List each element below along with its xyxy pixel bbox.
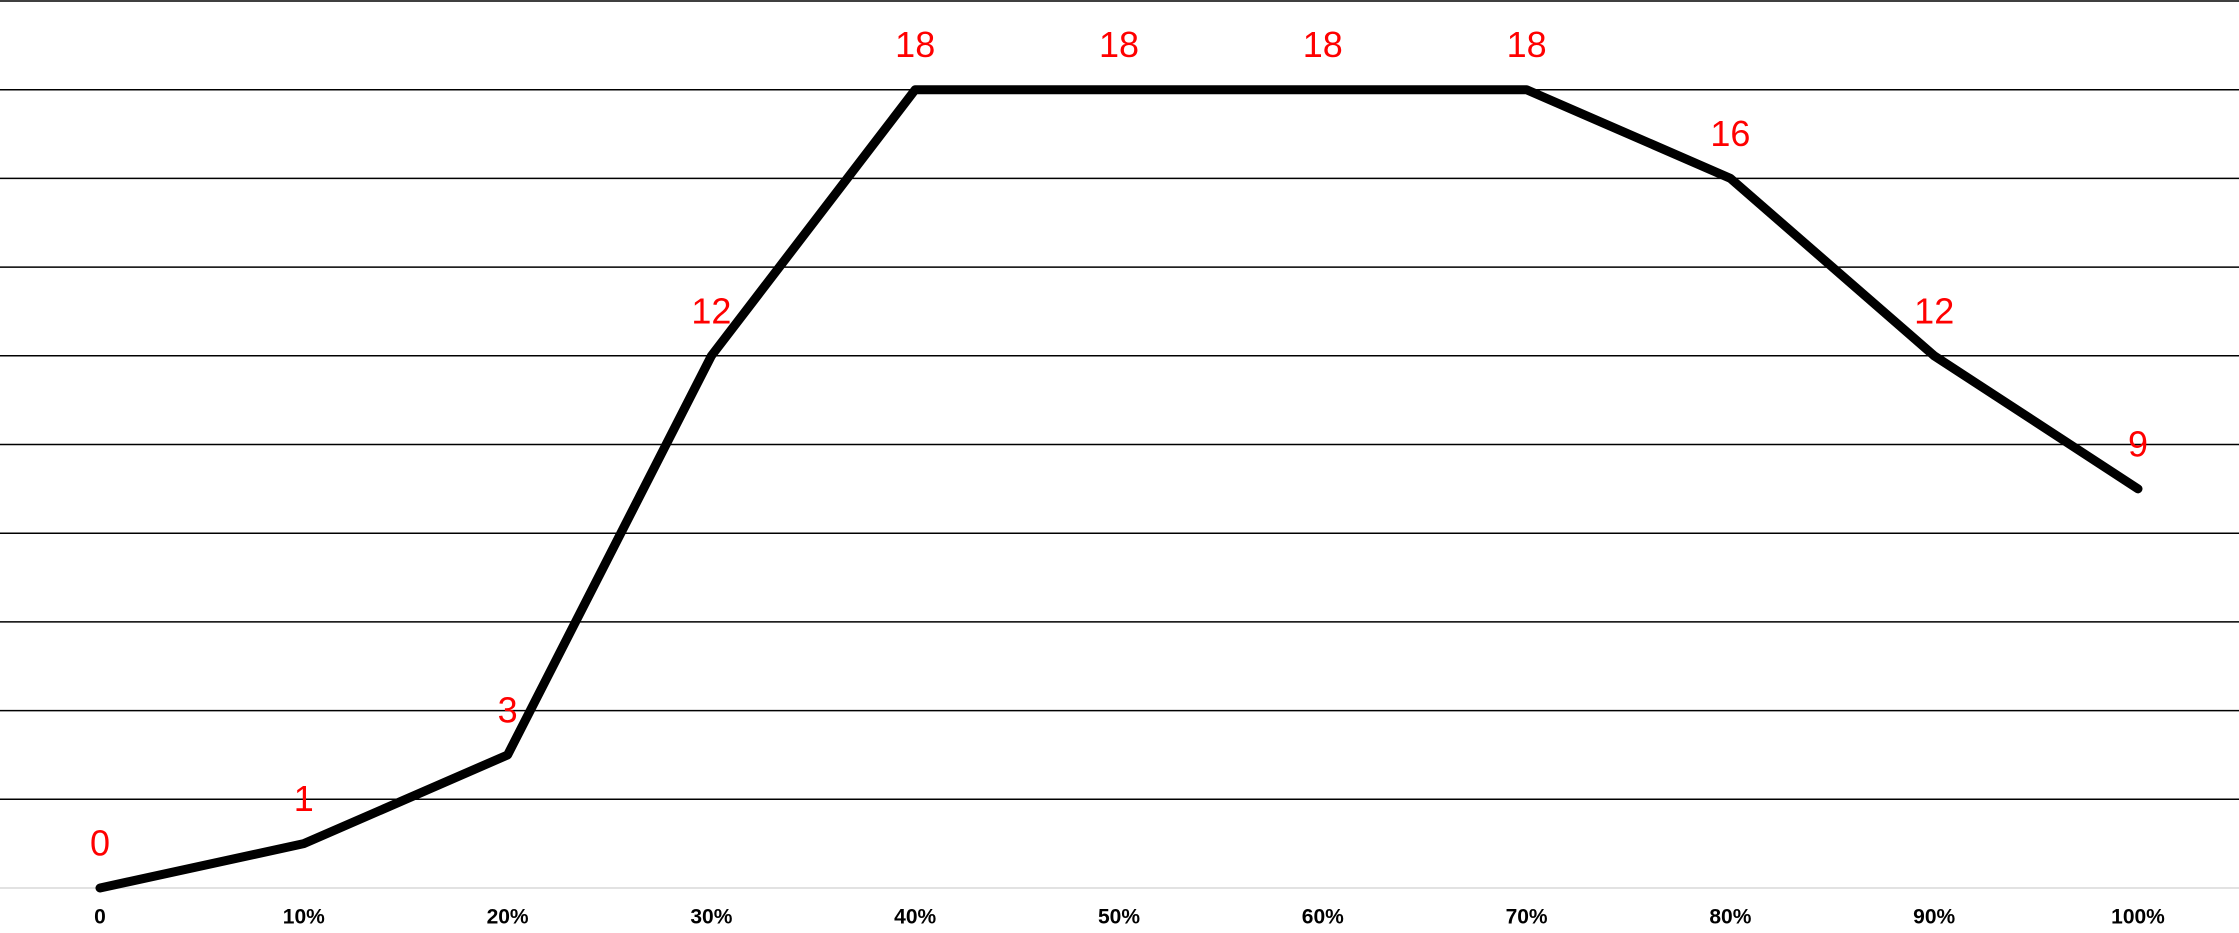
x-tick-label: 20% [487, 906, 529, 929]
x-tick-label: 30% [690, 906, 732, 929]
x-tick-label: 60% [1302, 906, 1344, 929]
x-tick-label: 90% [1913, 906, 1955, 929]
data-label: 12 [691, 290, 731, 331]
data-label: 1 [294, 778, 314, 819]
x-tick-label: 100% [2111, 906, 2165, 929]
data-label: 18 [1303, 24, 1343, 65]
data-label: 0 [90, 823, 110, 864]
x-tick-label: 80% [1709, 906, 1751, 929]
x-tick-label: 50% [1098, 906, 1140, 929]
data-label: 9 [2128, 423, 2148, 464]
x-tick-label: 0 [94, 906, 106, 929]
x-tick-label: 40% [894, 906, 936, 929]
data-label: 16 [1710, 113, 1750, 154]
line [95, 85, 2143, 893]
x-tick-label: 70% [1506, 906, 1548, 929]
data-label: 18 [895, 24, 935, 65]
data-label: 12 [1914, 290, 1954, 331]
data-label: 18 [1099, 24, 1139, 65]
data-label: 18 [1507, 24, 1547, 65]
data-label: 3 [498, 689, 518, 730]
x-tick-label: 10% [283, 906, 325, 929]
